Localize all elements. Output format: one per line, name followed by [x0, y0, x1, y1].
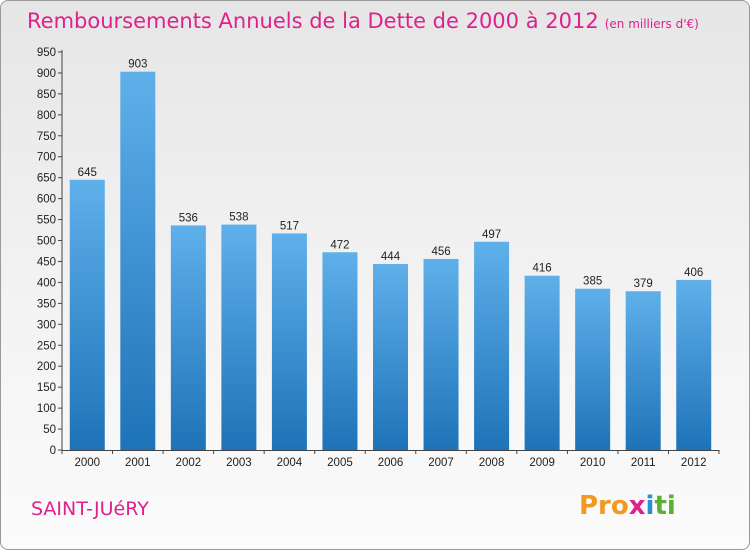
- x-tick-label: 2002: [176, 457, 202, 469]
- x-tick-label: 2008: [479, 457, 505, 469]
- logo-part-1: Pro: [579, 491, 629, 521]
- logo-part-3: i: [645, 491, 655, 521]
- y-tick-label: 700: [37, 152, 56, 164]
- y-tick-label: 600: [37, 194, 56, 206]
- value-label: 444: [381, 251, 401, 263]
- logo-part-2: x: [628, 491, 646, 521]
- city-name: SAINT-JUéRY: [31, 498, 149, 520]
- bar-2009: [524, 275, 560, 450]
- bars: [69, 71, 712, 451]
- chart-subtitle: (en milliers d'€): [604, 17, 699, 31]
- value-labels: 645 903 536 538 517 472 444 456 497 416 385 379 406: [78, 59, 704, 291]
- y-tick-label: 300: [37, 319, 56, 331]
- bar-2000: [69, 179, 105, 451]
- x-tick-label: 2005: [327, 457, 353, 469]
- bar-2007: [423, 258, 459, 450]
- bar-2004: [271, 233, 307, 450]
- bar-2003: [221, 224, 257, 450]
- y-tick-label: 650: [37, 173, 56, 185]
- y-tick-label: 0: [50, 445, 56, 457]
- value-label: 379: [634, 278, 653, 290]
- value-label: 385: [583, 276, 602, 288]
- y-tick-label: 100: [37, 403, 56, 415]
- x-tick-label: 2003: [226, 457, 252, 469]
- bar-2010: [575, 288, 611, 450]
- value-label: 456: [431, 246, 450, 258]
- x-tick-label: 2007: [428, 457, 454, 469]
- x-tick-label: 2009: [529, 457, 555, 469]
- y-tick-label: 550: [37, 215, 56, 227]
- y-tick-label: 350: [37, 298, 56, 310]
- value-label: 472: [330, 239, 349, 251]
- bar-2005: [322, 252, 358, 450]
- value-label: 406: [684, 267, 703, 279]
- y-tick-label: 950: [37, 47, 56, 59]
- x-tick-label: 2006: [378, 457, 404, 469]
- y-tick-label: 200: [37, 361, 56, 373]
- y-tick-label: 50: [43, 424, 56, 436]
- bar-2012: [676, 279, 712, 450]
- value-label: 645: [78, 167, 97, 179]
- y-tick-label: 750: [37, 131, 56, 143]
- title-text: Remboursements Annuels de la Dette de 20…: [27, 9, 599, 33]
- x-tick-label: 2012: [681, 457, 707, 469]
- x-tick-label: 2000: [74, 457, 100, 469]
- bar-2008: [474, 241, 510, 450]
- x-tick-label: 2004: [277, 457, 303, 469]
- value-label: 538: [229, 212, 248, 224]
- axes: 0 50 100 150 200 250 300 350 400 450 500 550 600 650 7…: [37, 47, 720, 469]
- bar-2002: [170, 225, 206, 450]
- value-label: 903: [128, 59, 147, 71]
- y-tick-label: 150: [37, 382, 56, 394]
- x-tick-label: 2001: [125, 457, 151, 469]
- y-tick-label: 800: [37, 110, 56, 122]
- x-tick-label: 2011: [631, 457, 656, 469]
- value-label: 536: [179, 212, 198, 224]
- y-tick-label: 900: [37, 68, 56, 80]
- proxiti-logo: Proxiti: [579, 491, 676, 521]
- x-tick-label: 2010: [580, 457, 606, 469]
- value-label: 497: [482, 229, 501, 241]
- bar-2001: [120, 71, 156, 451]
- y-tick-label: 850: [37, 89, 56, 101]
- value-label: 517: [280, 220, 299, 232]
- y-tick-label: 250: [37, 340, 56, 352]
- chart-title: Remboursements Annuels de la Dette de 20…: [27, 9, 699, 33]
- value-label: 416: [533, 263, 552, 275]
- y-tick-label: 500: [37, 236, 56, 248]
- y-tick-label: 450: [37, 256, 56, 268]
- y-tick-label: 400: [37, 277, 56, 289]
- bar-2006: [373, 263, 408, 450]
- bar-2011: [625, 291, 661, 450]
- logo-part-4: ti: [654, 491, 676, 521]
